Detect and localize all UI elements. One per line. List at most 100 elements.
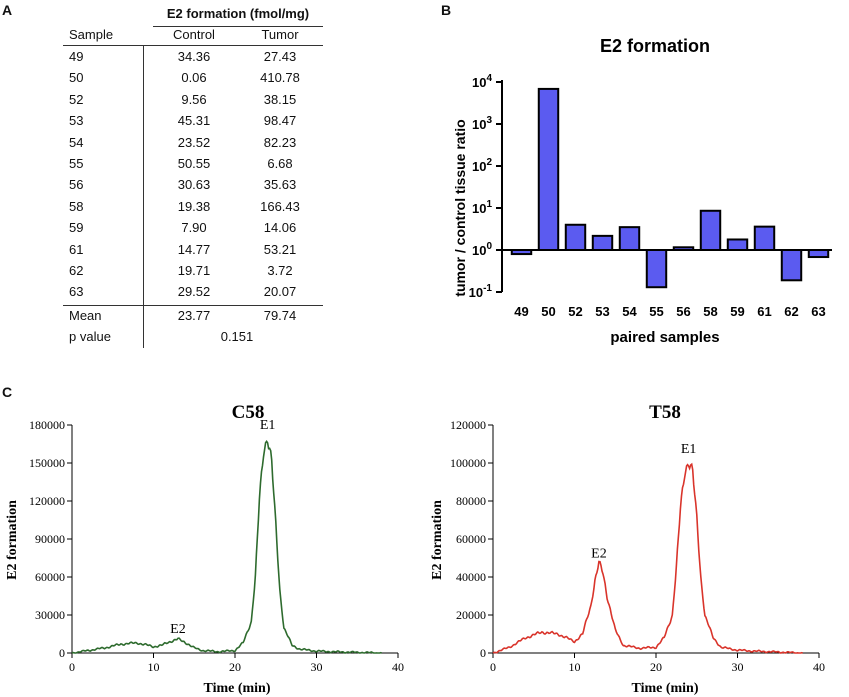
sample-cell: 62	[69, 263, 84, 278]
x-tick-label: 54	[622, 304, 637, 319]
sample-cell: 56	[69, 177, 84, 193]
table-row: 63 29.52 20.07	[63, 284, 323, 304]
y-tick-label: 180000	[29, 418, 65, 432]
sample-cell: 49	[69, 49, 84, 64]
x-tick-label: 62	[784, 304, 798, 319]
x-tick-label: 10	[148, 660, 160, 674]
x-tick-label: 56	[676, 304, 690, 319]
tumor-cell: 3.72	[267, 263, 293, 278]
sample-cell: 50	[69, 70, 84, 86]
mean-tumor: 79.74	[263, 308, 297, 323]
plot-layer: E2 E1	[71, 418, 382, 654]
bar	[726, 238, 749, 252]
y-tick-label: 100	[472, 241, 492, 258]
sample-cell: 61	[69, 241, 84, 257]
header-bottom-rule	[63, 45, 323, 46]
control-cell: 45.31	[177, 113, 211, 129]
y-axis-label: E2 formation	[5, 500, 20, 580]
bar	[672, 246, 695, 252]
y-tick-label: 103	[472, 115, 492, 132]
x-tick-label: 30	[311, 660, 323, 674]
col-header-tumor: Tumor	[261, 27, 299, 42]
pvalue-row: p value 0.151	[63, 329, 323, 349]
mean-row: Mean 23.77 79.74	[63, 308, 323, 328]
bar	[699, 209, 722, 252]
tumor-cell: 20.07	[263, 284, 297, 300]
panel-label-b: B	[441, 2, 452, 18]
tumor-cell: 6.68	[267, 156, 293, 171]
table-row: 58 19.38 166.43	[63, 199, 323, 219]
tumor-cell: 98.47	[263, 113, 297, 129]
bars-layer	[510, 87, 830, 289]
y-tick-label: 40000	[456, 570, 486, 584]
x-tick-label: 49	[514, 304, 528, 319]
chromatogram-control: C58 E2 formation Time (min) 0 30000 60000 9…	[5, 402, 404, 696]
x-tick-label: 59	[730, 304, 744, 319]
table-header-row: Sample Control Tumor	[63, 27, 323, 47]
mean-label: Mean	[69, 308, 102, 323]
header-rule	[153, 26, 323, 27]
y-axis-label: E2 formation	[430, 500, 445, 580]
ratio-bar-chart: E2 formation tumor / control tissue rati…	[452, 36, 832, 346]
tumor-cell: 35.63	[263, 177, 297, 193]
x-tick-label: 52	[568, 304, 582, 319]
bar	[807, 249, 830, 259]
table-row: 52 9.56 38.15	[63, 92, 323, 112]
table-row: 54 23.52 82.23	[63, 135, 323, 155]
table-row: 56 30.63 35.63	[63, 177, 323, 197]
y-axis-label: tumor / control tissue ratio	[452, 119, 468, 296]
y-tick-label: 0	[480, 646, 486, 660]
x-tick-label: 63	[811, 304, 825, 319]
tumor-cell: 53.21	[263, 241, 297, 257]
x-tick-label: 61	[757, 304, 771, 319]
table-row: 55 50.55 6.68	[63, 156, 323, 176]
peak-annotation: E1	[681, 442, 697, 457]
bar	[564, 223, 587, 252]
table-row: 53 45.31 98.47	[63, 113, 323, 133]
y-tick-label: 104	[472, 73, 492, 90]
control-cell: 19.71	[177, 263, 211, 278]
chart-title: E2 formation	[600, 36, 710, 56]
tumor-cell: 14.06	[263, 220, 297, 236]
bar	[618, 226, 641, 251]
control-cell: 19.38	[177, 198, 211, 214]
summary-rule	[63, 305, 323, 306]
table-row: 59 7.90 14.06	[63, 220, 323, 240]
x-tick-label: 30	[732, 660, 744, 674]
mean-control: 23.77	[177, 308, 211, 323]
y-tick-label: 90000	[35, 532, 65, 546]
bar	[537, 87, 560, 251]
table-row: 50 0.06 410.78	[63, 70, 323, 90]
x-tick-label: 55	[649, 304, 663, 319]
peak-annotation: E2	[170, 622, 186, 637]
control-cell: 7.90	[181, 220, 207, 236]
panel-label-c: C	[2, 384, 13, 400]
x-axis-label: paired samples	[610, 329, 719, 346]
x-axis-label: Time (min)	[203, 681, 270, 696]
control-cell: 14.77	[177, 241, 211, 257]
sample-cell: 58	[69, 198, 84, 214]
control-cell: 9.56	[181, 91, 207, 107]
table-row: 62 19.71 3.72	[63, 263, 323, 283]
x-tick-label: 10	[569, 660, 581, 674]
tumor-cell: 27.43	[263, 49, 297, 64]
x-tick-label: 0	[490, 660, 496, 674]
trace-line	[71, 440, 382, 654]
y-tick-label: 30000	[35, 608, 65, 622]
pvalue-value: 0.151	[220, 329, 254, 344]
y-tick-label: 60000	[35, 570, 65, 584]
tumor-cell: 410.78	[260, 70, 300, 86]
y-tick-label: 10-1	[469, 283, 493, 300]
tumor-cell: 38.15	[263, 91, 297, 107]
table-row: 61 14.77 53.21	[63, 242, 323, 262]
y-tick-label: 0	[59, 646, 65, 660]
y-tick-label: 120000	[29, 494, 65, 508]
x-tick-label: 20	[650, 660, 662, 674]
bar	[780, 249, 803, 282]
peak-annotation: E1	[260, 418, 276, 433]
plot-layer: E2 E1	[492, 442, 803, 654]
y-tick-label: 120000	[450, 418, 486, 432]
peak-annotation: E2	[591, 547, 607, 562]
y-tick-label: 150000	[29, 456, 65, 470]
col-header-control: Control	[173, 27, 215, 42]
